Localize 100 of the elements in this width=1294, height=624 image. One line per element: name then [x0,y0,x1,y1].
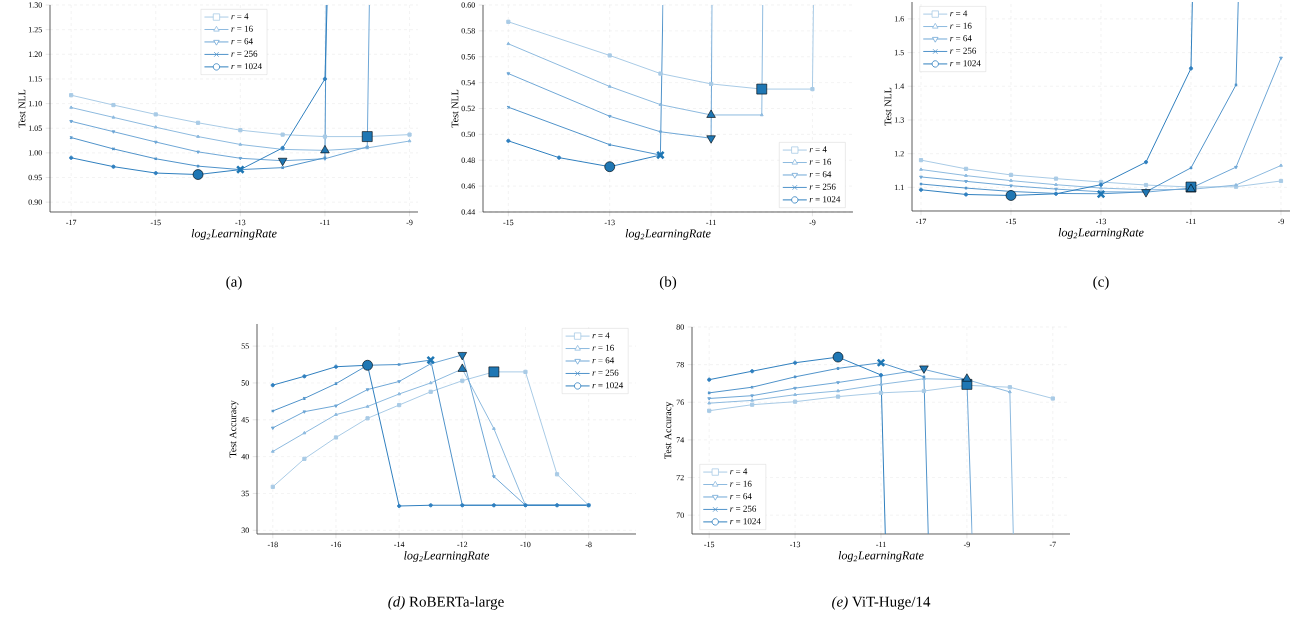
y-tick-label: 1.5 [894,49,904,56]
y-tick-label: 0.60 [461,2,475,8]
y-tick-label: 40 [241,453,249,460]
y-tick-label: 1.15 [28,76,42,82]
legend-label: r = 1024 [809,196,841,203]
x-tick-label: -11 [1186,218,1196,225]
y-tick-label: 1.3 [894,117,904,123]
y-tick-label: 30 [241,527,249,533]
legend-label: r = 64 [730,493,752,500]
legend-label: r = 16 [592,344,614,351]
legend-label: r = 1024 [730,518,761,525]
x-tick-label: -14 [394,541,405,548]
legend-label: r = 1024 [950,60,981,67]
legend-label: r = 64 [231,38,253,45]
y-tick-label: 50 [241,380,249,386]
x-tick-label: -11 [876,541,886,548]
y-tick-label: 78 [676,361,684,368]
y-axis-title: Test NLL [884,87,892,126]
x-tick-label: -13 [790,541,801,548]
x-tick-label: -11 [320,219,330,226]
y-tick-label: 1.1 [894,184,904,191]
x-tick-label: -13 [1095,218,1107,225]
legend-label: r = 1024 [231,63,262,70]
x-tick-label: -13 [604,219,615,226]
text: (a) [226,276,242,290]
y-tick-label: 72 [676,474,684,481]
legend-label: r = 1024 [592,382,624,389]
legend-label: r = 4 [592,332,610,339]
x-tick-label: -11 [706,219,716,226]
y-tick-label: 1.2 [894,150,904,157]
y-tick-label: 0.50 [461,131,475,138]
x-tick-label: -17 [915,218,927,225]
y-tick-label: 0.48 [461,157,475,163]
legend-label: r = 256 [592,369,619,376]
y-tick-label: 0.95 [28,174,42,181]
y-tick-label: 0.46 [461,183,475,189]
y-axis-title: Test NLL [18,89,26,128]
y-tick-label: 1.4 [894,83,905,89]
y-tick-label: 45 [241,417,249,423]
y-tick-label: 1.25 [28,26,42,33]
x-tick-label: -13 [235,219,246,226]
x-tick-label: -17 [66,219,77,226]
legend-label: r = 4 [730,468,748,475]
y-tick-label: 70 [676,512,684,518]
x-tick-label: -16 [330,541,342,548]
legend-label: r = 16 [809,158,832,165]
y-tick-label: 35 [241,490,249,497]
x-tick-label: -15 [704,541,715,548]
x-axis-title: log$_{2}$LearningRate [404,551,490,562]
x-tick-label: -15 [503,219,514,226]
x-tick-label: -12 [457,541,468,548]
x-tick-label: -15 [1005,218,1017,225]
text: (c) [1093,276,1109,290]
legend-label: r = 4 [950,10,968,17]
y-tick-label: 80 [676,324,684,330]
legend-label: r = 64 [809,171,832,178]
legend-label: r = 256 [730,505,757,512]
x-axis-title: log$_{2}$LearningRate [191,229,277,240]
x-tick-label: -7 [1049,541,1056,548]
x-tick-label: -9 [406,219,413,226]
x-tick-label: -9 [809,219,816,226]
x-tick-label: -15 [150,219,161,226]
text: (d) RoBERTa-large [388,596,504,610]
legend-label: r = 256 [231,50,258,57]
y-tick-label: 0.54 [461,79,476,86]
text: (e) ViT-Huge/14 [832,596,931,610]
y-axis-title: Test Accuracy [664,401,674,459]
y-tick-label: 76 [676,399,684,405]
x-tick-label: -10 [520,541,531,548]
legend-label: r = 16 [950,22,972,29]
legend-label: r = 256 [950,47,977,54]
x-tick-label: -18 [267,541,278,548]
legend-label: r = 64 [950,35,972,42]
y-tick-label: 0.58 [461,28,475,34]
y-tick-label: 74 [676,437,685,443]
y-tick-label: 1.10 [28,100,42,107]
x-axis-title: log$_{2}$LearningRate [838,551,924,562]
y-tick-label: 0.52 [461,105,475,112]
y-tick-label: 1.05 [28,125,42,131]
legend-label: r = 16 [730,480,752,487]
legend-label: r = 4 [231,13,249,20]
legend-label: r = 64 [592,357,615,364]
legend-label: r = 256 [809,183,836,190]
x-tick-label: -8 [585,541,592,548]
y-tick-label: 55 [241,343,249,349]
x-tick-label: -9 [1277,218,1284,225]
y-tick-label: 0.56 [461,54,475,60]
legend-label: r = 16 [231,25,253,32]
y-tick-label: 1.20 [28,51,42,57]
x-tick-label: -9 [963,541,970,548]
y-tick-label: 0.44 [461,209,476,215]
y-axis-title: Test Accuracy [229,400,239,458]
text: (b) [659,276,677,290]
y-tick-label: 1.00 [28,150,42,156]
x-axis-title: log$_{2}$LearningRate [1058,228,1144,239]
legend-label: r = 4 [809,146,827,153]
y-tick-label: 0.90 [28,199,42,205]
y-tick-label: 1.30 [28,2,42,8]
y-axis-title: Test NLL [451,89,459,128]
y-tick-label: 1.6 [894,16,904,22]
